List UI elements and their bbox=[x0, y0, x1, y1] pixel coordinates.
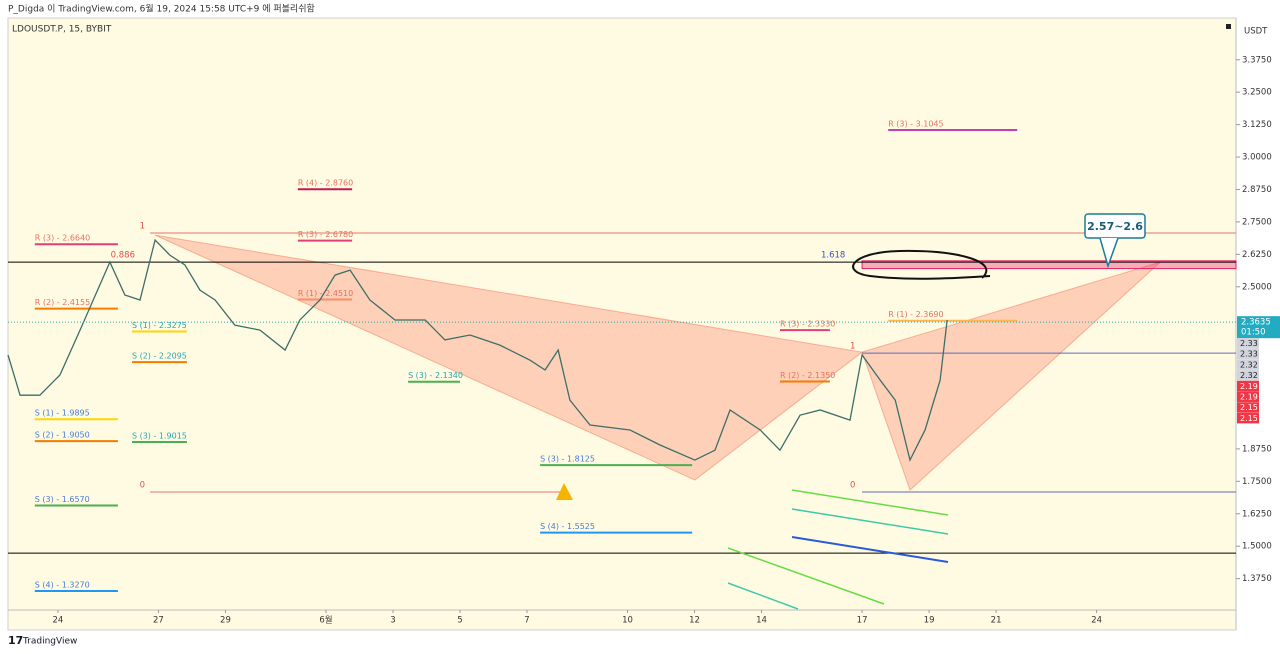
y-tick-label: 3.0000 bbox=[1242, 153, 1272, 163]
axis-badge-label: 2.15 bbox=[1240, 414, 1258, 423]
pivot-label: S (3) - 1.6570 bbox=[35, 495, 90, 504]
pivot-label: S (4) - 1.3270 bbox=[35, 581, 90, 590]
pivot-label: S (2) - 2.2095 bbox=[132, 352, 187, 361]
x-tick-label: 7 bbox=[524, 616, 529, 626]
y-tick-label: 2.7500 bbox=[1242, 217, 1272, 227]
y-tick-label: 1.5000 bbox=[1242, 542, 1272, 552]
pivot-label: S (3) - 1.8125 bbox=[540, 455, 595, 464]
menu-icon[interactable] bbox=[1226, 24, 1231, 29]
fib-label: 1.618 bbox=[821, 251, 845, 261]
axis-badge-label: 2.32 bbox=[1240, 371, 1258, 380]
target-zone bbox=[861, 260, 1237, 270]
y-tick-label: 1.3750 bbox=[1242, 574, 1272, 584]
header: P_Digda 이 TradingView.com, 6월 19, 2024 1… bbox=[8, 3, 315, 15]
fib-label: 1 bbox=[850, 342, 855, 352]
axis-badge bbox=[1237, 348, 1259, 360]
trend-line bbox=[791, 489, 949, 516]
countdown: 01:50 bbox=[1241, 328, 1266, 338]
axis-badge bbox=[1237, 338, 1259, 349]
x-tick-label: 21 bbox=[991, 616, 1002, 626]
x-tick-label: 24 bbox=[53, 616, 64, 626]
axis-badge-label: 2.19 bbox=[1240, 382, 1258, 391]
axis-badge bbox=[1237, 380, 1259, 392]
pivot-label: R (3) - 3.1045 bbox=[888, 119, 943, 128]
axis-badge-label: 2.32 bbox=[1240, 360, 1258, 369]
axis-badge-label: 2.19 bbox=[1240, 393, 1258, 402]
axis-badge-label: 2.33 bbox=[1240, 339, 1258, 348]
fib-label: 0 bbox=[850, 480, 855, 490]
x-tick-label: 27 bbox=[153, 616, 164, 626]
plot: 3.3750 3.2500 3.1250 3.0000 2.8750 2.7500 2.62… bbox=[7, 55, 1272, 626]
y-tick-label: 3.2500 bbox=[1242, 88, 1272, 98]
harmonic-pattern bbox=[154, 234, 864, 481]
y-tick-label: 2.6250 bbox=[1242, 250, 1272, 260]
last-price-badge bbox=[1237, 316, 1280, 339]
axis-badge bbox=[1237, 412, 1259, 424]
last-price-label: 2.3635 bbox=[1241, 318, 1271, 328]
axis-badge bbox=[1237, 359, 1259, 370]
ellipse-drawing bbox=[852, 249, 991, 280]
x-tick-label: 5 bbox=[457, 616, 462, 626]
axis-badge-label: 2.15 bbox=[1240, 403, 1258, 412]
pivot-label: R (2) - 2.4155 bbox=[35, 298, 90, 307]
pivot-label: S (4) - 1.5525 bbox=[540, 522, 595, 531]
harmonic-pattern bbox=[861, 261, 1161, 492]
x-tick-label: 24 bbox=[1091, 616, 1102, 626]
y-tick-label: 1.6250 bbox=[1242, 509, 1272, 519]
x-tick-label: 17 bbox=[857, 616, 868, 626]
x-tick-label: 3 bbox=[390, 616, 395, 626]
x-tick-label: 29 bbox=[220, 616, 231, 626]
pivot-label: R (2) - 2.1350 bbox=[780, 371, 835, 380]
y-tick-label: 3.3750 bbox=[1242, 55, 1272, 65]
trend-line bbox=[791, 536, 949, 563]
pivot-label: R (3) - 2.6640 bbox=[35, 234, 90, 243]
currency: USDT bbox=[1244, 27, 1268, 37]
pivot-label: R (4) - 2.8760 bbox=[298, 179, 353, 188]
axis-badge bbox=[1237, 370, 1259, 381]
axis-badge bbox=[1237, 391, 1259, 402]
callout-pointer bbox=[1099, 237, 1119, 269]
x-tick-label: 14 bbox=[756, 616, 767, 626]
footer: TradingView bbox=[22, 637, 77, 647]
price-line bbox=[7, 238, 948, 462]
axis-badge bbox=[1237, 402, 1259, 413]
trend-line bbox=[727, 582, 799, 610]
pivot-label: R (1) - 2.3690 bbox=[888, 310, 943, 319]
trend-line bbox=[727, 547, 885, 605]
callout-label: 2.57~2.6 bbox=[1087, 220, 1143, 233]
pivot-label: S (3) - 2.1340 bbox=[408, 371, 463, 380]
trend-line bbox=[791, 508, 949, 535]
chart-area bbox=[7, 17, 1237, 631]
pivot-label: S (2) - 1.9050 bbox=[35, 431, 90, 440]
pivot-label: S (3) - 1.9015 bbox=[132, 432, 187, 441]
y-tick-label: 1.7500 bbox=[1242, 477, 1272, 487]
x-tick-label: 10 bbox=[622, 616, 633, 626]
x-tick-label: 6월 bbox=[319, 615, 332, 626]
axis-badge-label: 2.33 bbox=[1240, 350, 1258, 359]
x-tick-label: 19 bbox=[924, 616, 935, 626]
y-tick-label: 1.8750 bbox=[1242, 444, 1272, 454]
pivot-label: S (1) - 2.3275 bbox=[132, 321, 187, 330]
logo-mark: 17 bbox=[8, 634, 23, 647]
pivot-label: R (1) - 2.4510 bbox=[298, 289, 353, 298]
fib-label: 0 bbox=[140, 480, 145, 490]
pivot-label: R (3) - 2.3330 bbox=[780, 320, 835, 329]
fib-label: 0.886 bbox=[111, 251, 135, 261]
y-tick-label: 2.5000 bbox=[1242, 282, 1272, 292]
y-tick-label: 2.8750 bbox=[1242, 185, 1272, 195]
y-tick-label: 3.1250 bbox=[1242, 120, 1272, 130]
x-tick-label: 12 bbox=[689, 616, 700, 626]
event-marker bbox=[556, 483, 573, 500]
pivot-label: R (3) - 2.6780 bbox=[298, 230, 353, 239]
symbol-title: LDOUSDT.P, 15, BYBIT bbox=[12, 25, 112, 35]
fib-label: 1 bbox=[140, 222, 145, 232]
pivot-label: S (1) - 1.9895 bbox=[35, 409, 90, 418]
